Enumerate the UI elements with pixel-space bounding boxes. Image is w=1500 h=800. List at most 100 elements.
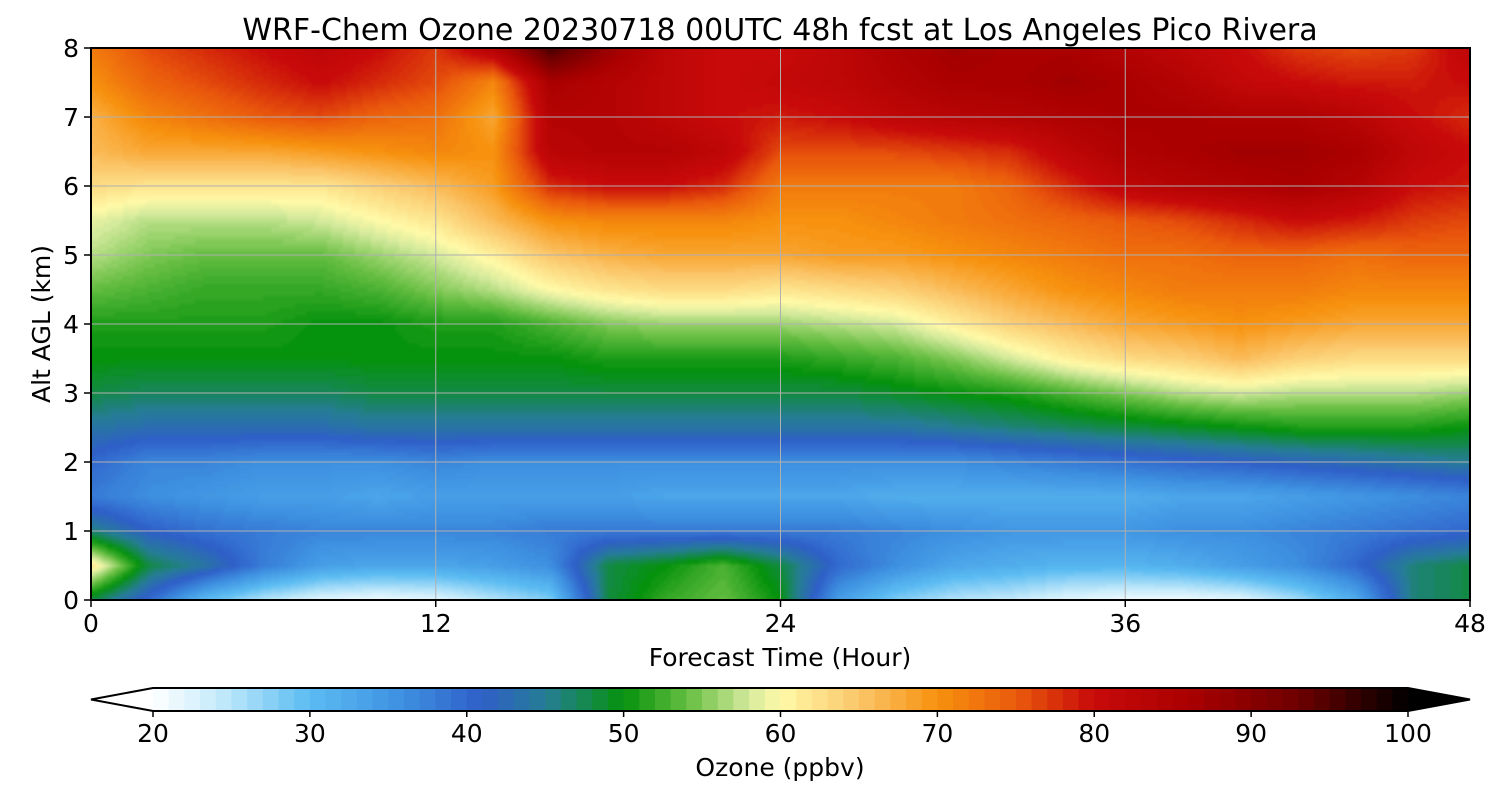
x-axis-ticks: 0 12 24 36 48 [83,600,1486,638]
y-tick-label: 7 [63,103,79,132]
colorbar-band [1062,688,1080,711]
colorbar-band [466,688,484,711]
colorbar-band [1376,688,1393,711]
colorbar-band [356,688,374,711]
colorbar-band [592,688,609,711]
colorbar-band [686,688,703,711]
colorbar-band [341,688,358,711]
colorbar-band [1282,688,1299,711]
x-tick-label: 48 [1454,609,1486,638]
colorbar-extend-low [91,688,153,711]
colorbar-band [1125,688,1142,711]
y-tick-label: 4 [63,310,79,339]
colorbar-band [309,688,327,711]
colorbar-band [1078,688,1095,711]
y-tick-label: 1 [63,517,79,546]
colorbar-band [372,688,389,711]
colorbar-band [278,688,295,711]
colorbar-band [153,688,170,711]
colorbar-band [247,688,264,711]
y-tick-label: 2 [63,448,79,477]
colorbar-band [1298,688,1315,711]
colorbar-band [1313,688,1331,711]
colorbar-band [1031,688,1048,711]
colorbar-band [890,688,907,711]
colorbar-band [451,688,468,711]
colorbar-band [874,688,891,711]
colorbar-band [858,688,876,711]
colorbar-tick-label: 100 [1384,719,1432,748]
colorbar-band [168,688,185,711]
colorbar-band [968,688,986,711]
colorbar-band [843,688,860,711]
colorbar-band [607,688,625,711]
colorbar-band [1141,688,1158,711]
colorbar-band [1235,688,1252,711]
colorbar-band [953,688,970,711]
colorbar-tick-label: 90 [1235,719,1267,748]
colorbar-band [764,688,782,711]
colorbar-band [1204,688,1221,711]
colorbar-band [231,688,248,711]
colorbar-band [984,688,1001,711]
colorbar-band [780,688,797,711]
colorbar-band [529,688,546,711]
x-axis-label: Forecast Time (Hour) [649,643,912,672]
colorbar-band [655,688,672,711]
colorbar-band [576,688,593,711]
y-tick-label: 3 [63,379,79,408]
colorbar-band [388,688,405,711]
colorbar-band [670,688,687,711]
colorbar-tick-label: 70 [921,719,953,748]
x-tick-label: 24 [765,609,797,638]
colorbar-band [921,688,938,711]
colorbar-band [733,688,750,711]
colorbar-band [325,688,342,711]
colorbar-tick-label: 50 [608,719,640,748]
colorbar-band [545,688,562,711]
y-tick-label: 8 [63,34,79,63]
colorbar-band [1109,688,1127,711]
colorbar-band [200,688,217,711]
colorbar-band [1345,688,1362,711]
colorbar-band [639,688,656,711]
colorbar-band [1219,688,1237,711]
colorbar-band [294,688,311,711]
colorbar-band [1392,688,1409,711]
colorbar [90,687,1471,712]
colorbar-band [702,688,719,711]
x-tick-label: 36 [1109,609,1141,638]
colorbar-band [184,688,201,711]
y-tick-label: 0 [63,586,79,615]
colorbar-band [513,688,531,711]
colorbar-tick-label: 40 [451,719,483,748]
colorbar-band [1157,688,1174,711]
colorbar-tick-label: 60 [765,719,797,748]
colorbar-band [1047,688,1064,711]
colorbar-band [1360,688,1378,711]
colorbar-band [1172,688,1189,711]
y-axis-ticks: 0 1 2 3 4 5 6 7 8 [63,34,91,615]
colorbar-band [560,688,578,711]
colorbar-band [435,688,452,711]
y-tick-label: 5 [63,241,79,270]
x-tick-label: 12 [420,609,452,638]
y-axis-label: Alt AGL (km) [27,245,56,403]
colorbar-tick-label: 80 [1078,719,1110,748]
colorbar-band [1188,688,1205,711]
colorbar-ticks: 20 30 40 50 60 70 80 90 100 [137,711,1432,748]
colorbar-band [419,688,436,711]
colorbar-band [827,688,844,711]
colorbar-band [1015,688,1033,711]
colorbar-band [1329,688,1346,711]
colorbar-band [749,688,766,711]
colorbar-band [262,688,280,711]
colorbar-band [811,688,829,711]
chart-title: WRF-Chem Ozone 20230718 00UTC 48h fcst a… [242,13,1317,48]
colorbar-band [215,688,233,711]
y-tick-label: 6 [63,172,79,201]
colorbar-band [906,688,923,711]
colorbar-tick-label: 20 [137,719,169,748]
colorbar-band [1094,688,1111,711]
